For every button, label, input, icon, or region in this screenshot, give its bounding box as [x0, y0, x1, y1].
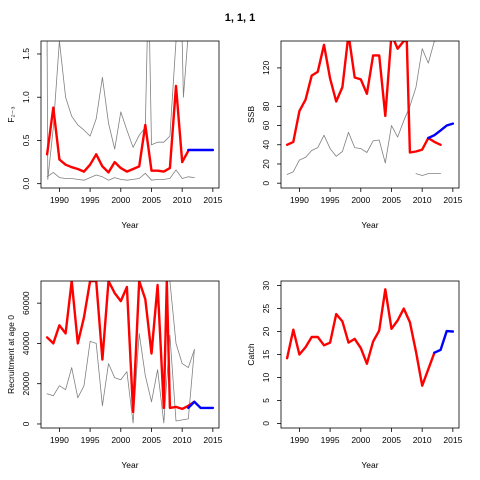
panel-recruitment: 1990 1995 2000 2005 2010 2015 Year 0 20000 40000 6… — [6, 280, 223, 470]
y-tick-label: 25 — [261, 304, 271, 314]
assessment-series-line — [285, 41, 442, 154]
y-tick-label: 0 — [261, 421, 271, 426]
y-tick-label: 1.0 — [21, 91, 31, 103]
y-tick-label: 1.5 — [21, 48, 31, 60]
retro-series-line — [46, 332, 195, 424]
x-axis-title: Year — [361, 220, 378, 230]
y-tick-label: 15 — [261, 350, 271, 360]
y-tick-label: 40 — [261, 140, 271, 150]
y-tick-label: 120 — [261, 61, 271, 75]
plot-frame — [280, 40, 460, 189]
x-tick-label: 2005 — [142, 435, 161, 445]
y-tick-label: 80 — [261, 101, 271, 111]
panel-catch: 1990 1995 2000 2005 2010 2015 Year 0 5 10 15 20 25 30… — [246, 280, 463, 470]
plot-frame — [40, 40, 220, 189]
y-tick-label: 30 — [261, 281, 271, 291]
x-tick-label: 1990 — [50, 435, 69, 445]
y-axis-title: SSB — [246, 106, 256, 123]
y-tick-label: 20 — [261, 159, 271, 169]
y-tick-label: 0.5 — [21, 134, 31, 146]
x-tick-label: 1995 — [321, 195, 340, 205]
plot-area — [45, 41, 215, 181]
x-tick-label: 1995 — [81, 195, 100, 205]
y-tick-label: 0 — [21, 421, 31, 426]
y-tick-label: 0.0 — [21, 178, 31, 190]
x-tick-label: 2010 — [413, 195, 432, 205]
forecast-series-line — [187, 400, 215, 410]
forecast-series-line — [427, 122, 455, 140]
retro-series-line — [46, 41, 189, 180]
y-tick-label: 10 — [261, 372, 271, 382]
y-tick-label: 20 — [261, 327, 271, 337]
x-tick-label: 1990 — [290, 435, 309, 445]
x-tick-label: 1995 — [81, 435, 100, 445]
x-tick-label: 1990 — [290, 195, 309, 205]
x-tick-label: 2015 — [443, 195, 462, 205]
y-tick-label: 40000 — [21, 331, 31, 355]
plot-area — [285, 41, 455, 176]
panel-ssb: 1990 1995 2000 2005 2010 2015 Year 0 20 40 60 80 120… — [246, 40, 463, 230]
x-tick-label: 1990 — [50, 195, 69, 205]
x-tick-label: 2015 — [203, 195, 222, 205]
x-tick-label: 2005 — [382, 435, 401, 445]
y-tick-label: 0 — [261, 181, 271, 186]
assessment-series-line — [45, 84, 190, 174]
retro-series-line — [415, 173, 442, 176]
x-tick-label: 2000 — [111, 195, 130, 205]
y-tick-label: 60000 — [21, 291, 31, 315]
forecast-series-line — [433, 329, 455, 354]
x-tick-label: 2005 — [142, 195, 161, 205]
x-tick-label: 2010 — [173, 435, 192, 445]
x-tick-label: 2010 — [413, 435, 432, 445]
y-tick-label: 5 — [261, 398, 271, 403]
retro-series-line — [46, 169, 195, 181]
x-axis-title: Year — [361, 460, 378, 470]
x-tick-label: 2000 — [111, 435, 130, 445]
x-tick-label: 2005 — [382, 195, 401, 205]
y-axis-title: F₂₋₃ — [6, 106, 16, 122]
x-axis-title: Year — [121, 460, 138, 470]
x-tick-label: 2015 — [443, 435, 462, 445]
x-tick-label: 1995 — [321, 435, 340, 445]
assessment-series-line — [285, 288, 436, 387]
x-tick-label: 2010 — [173, 195, 192, 205]
plot-area — [45, 281, 215, 424]
retro-series-line — [286, 41, 437, 175]
plot-area — [285, 288, 455, 387]
x-tick-label: 2015 — [203, 435, 222, 445]
figure-title: 1, 1, 1 — [225, 12, 256, 24]
x-tick-label: 2000 — [351, 195, 370, 205]
y-tick-label: 20000 — [21, 372, 31, 396]
x-axis-title: Year — [121, 220, 138, 230]
y-axis-title: Catch — [246, 343, 256, 365]
x-tick-label: 2000 — [351, 435, 370, 445]
y-tick-label: 60 — [261, 121, 271, 131]
retro-series-line — [166, 281, 195, 369]
y-axis-title: Recruitment at age 0 — [6, 315, 16, 394]
panel-fishing-mortality: 1990 1995 2000 2005 2010 2015 Year 0.0 0.5 1.0 1.5… — [6, 40, 223, 230]
plot-frame — [40, 280, 220, 429]
assessment-series-line — [45, 281, 196, 414]
